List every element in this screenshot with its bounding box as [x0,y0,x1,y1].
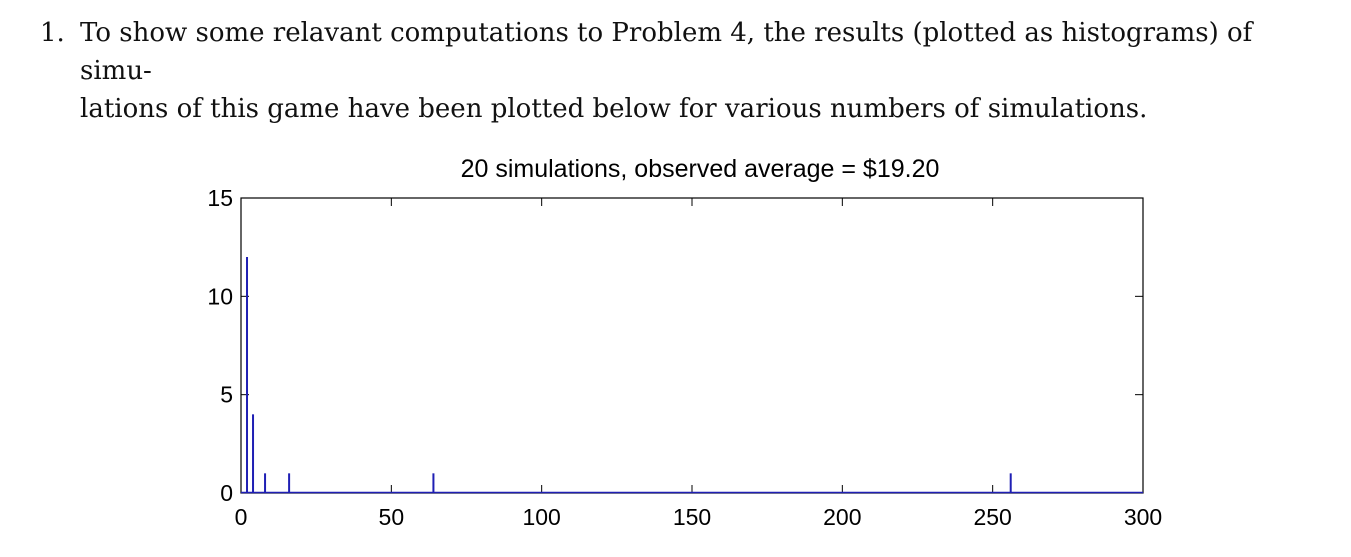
x-tick-label: 250 [973,504,1011,530]
axes-box [240,197,1144,494]
y-tick-label: 15 [207,185,233,211]
x-tick-label: 200 [823,504,861,530]
y-tick-label: 0 [220,480,233,506]
y-tick-label: 5 [220,382,233,408]
x-tick-label: 50 [379,504,405,530]
problem-line-2: lations of this game have been plotted b… [80,94,1148,124]
histogram-bar [264,473,267,493]
histogram-bar [432,473,435,493]
problem-number: 1. [40,18,65,48]
problem-text: To show some relavant computations to Pr… [80,14,1320,128]
problem-line-1: To show some relavant computations to Pr… [80,18,1253,86]
x-tick-label: 300 [1124,504,1162,530]
problem-statement: 1. To show some relavant computations to… [40,14,1320,128]
plot-area: 0 50 100 150 200 250 300 0 5 10 15 [207,185,1162,530]
y-tick-label: 10 [207,283,233,309]
histogram-bar [246,257,249,493]
histogram-bar [1009,473,1012,493]
histogram-bar [252,414,255,493]
x-tick-label: 0 [235,504,248,530]
chart-title: 20 simulations, observed average = $19.2… [461,155,940,183]
histogram-bar [288,473,291,493]
x-tick-label: 100 [522,504,560,530]
x-tick-label: 150 [673,504,711,530]
